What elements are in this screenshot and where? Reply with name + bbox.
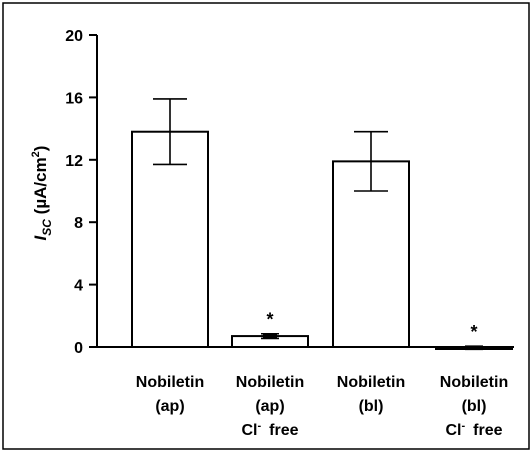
y-axis-label-symbol: I xyxy=(31,234,50,240)
y-tick-label: 16 xyxy=(65,90,83,107)
x-category-label: Nobiletin xyxy=(337,374,405,391)
y-axis-label-close: ) xyxy=(31,146,50,152)
y-axis-label-subscript: SC xyxy=(40,219,54,236)
y-axis-label-unit: (µA/cm xyxy=(31,157,50,219)
x-category-label: (ap) xyxy=(155,398,184,415)
y-ticks: 0 4 8 12 16 20 xyxy=(65,28,97,357)
x-category-label: (bl) xyxy=(462,398,487,415)
significance-markers: ** xyxy=(266,310,477,342)
error-bar-small xyxy=(467,346,481,350)
bar xyxy=(332,160,410,348)
error-bars xyxy=(153,98,483,351)
error-bar-small xyxy=(263,333,277,339)
y-tick-label: 0 xyxy=(74,340,83,357)
x-category-label: Nobiletin xyxy=(136,374,204,391)
x-category-label-chloride: Cl-free xyxy=(241,420,298,439)
y-tick-label: 4 xyxy=(74,278,83,295)
y-tick-label: 8 xyxy=(74,215,83,232)
asterisk-marker: * xyxy=(266,310,273,330)
y-tick-label: 20 xyxy=(65,28,83,45)
x-category-label: Nobiletin xyxy=(440,374,508,391)
y-axis-label: ISC (µA/cm2) xyxy=(30,146,54,241)
x-category-label-chloride: Cl-free xyxy=(445,420,502,439)
y-axis-label-superscript: 2 xyxy=(30,151,42,157)
x-category-label: (bl) xyxy=(359,398,384,415)
x-category-label: Nobiletin xyxy=(236,374,304,391)
y-tick-label: 12 xyxy=(65,153,83,170)
x-category-labels: Nobiletin (ap) Nobiletin (ap) Cl-free Nobilet… xyxy=(136,374,508,439)
bars xyxy=(131,130,513,350)
asterisk-marker: * xyxy=(470,322,477,342)
x-category-label: (ap) xyxy=(255,398,284,415)
